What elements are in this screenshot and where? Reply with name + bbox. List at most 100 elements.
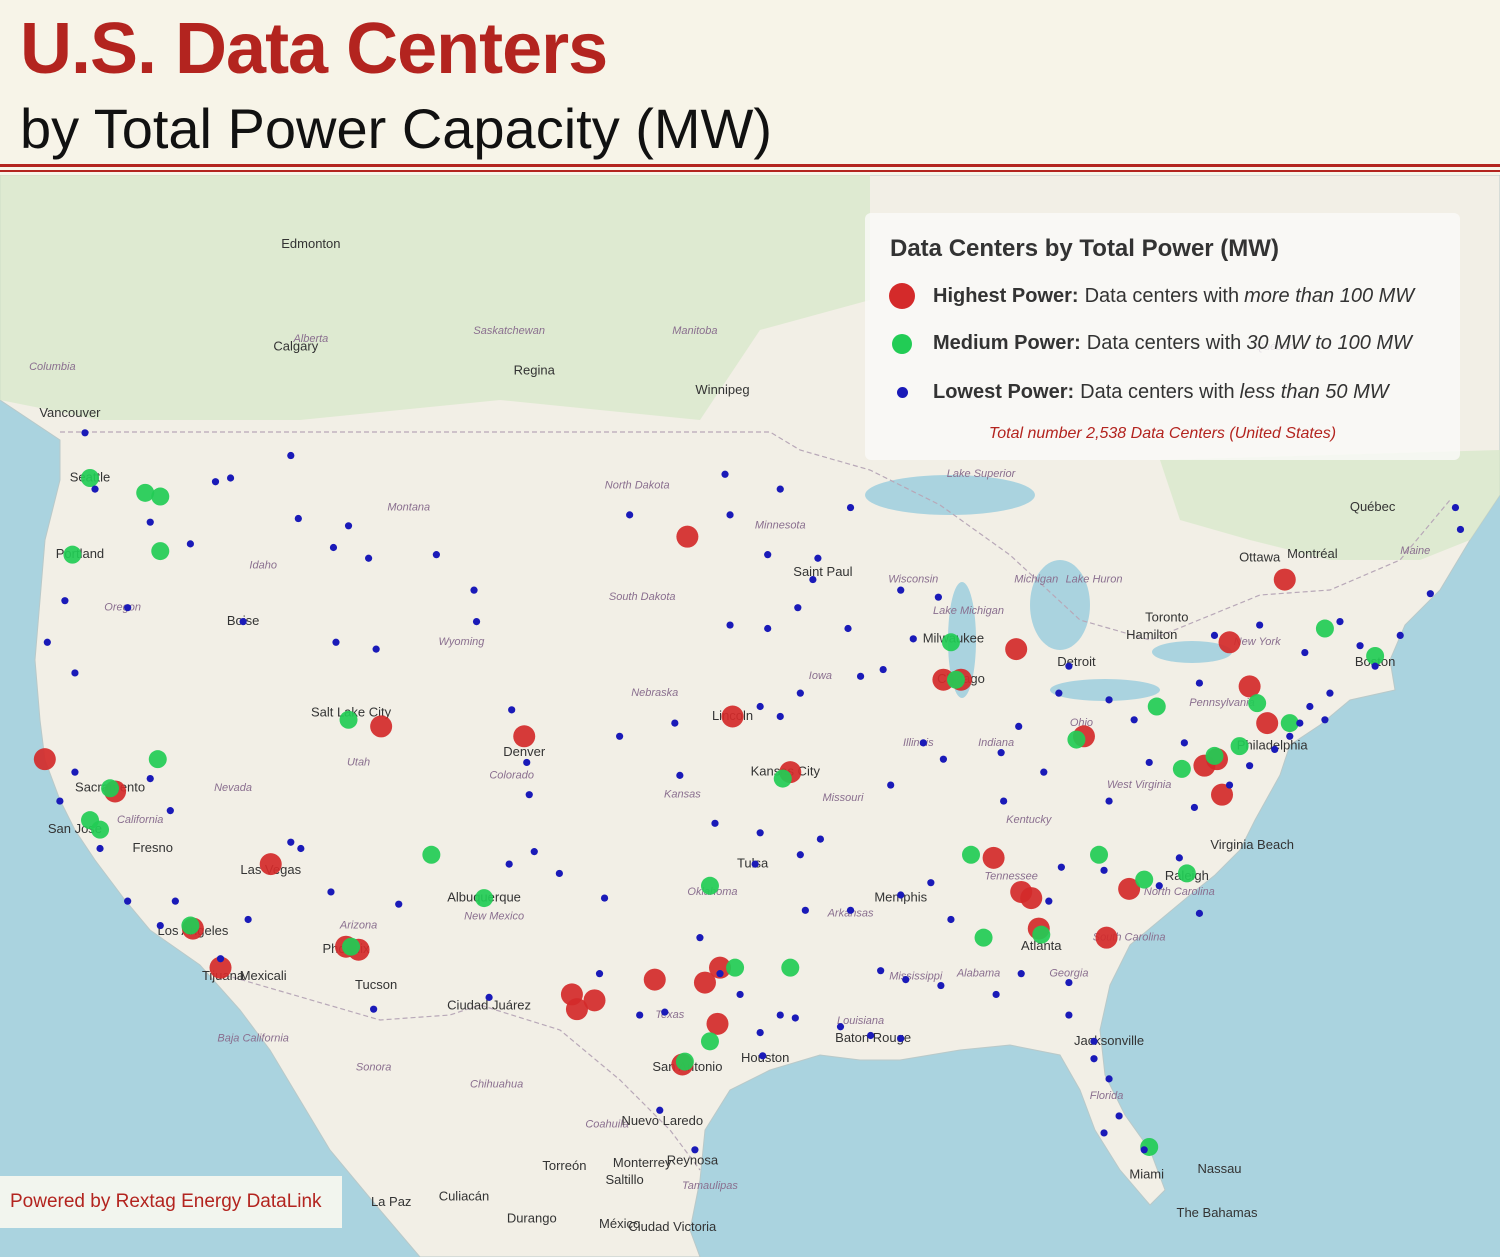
header-rule — [0, 164, 1500, 167]
city-label: Winnipeg — [695, 382, 749, 397]
lowest-marker — [992, 990, 1000, 999]
medium-marker — [422, 845, 441, 864]
lowest-marker — [1180, 739, 1188, 747]
lowest-marker — [226, 474, 235, 482]
city-label: Toronto — [1145, 610, 1188, 625]
medium-marker — [1248, 694, 1267, 713]
lowest-marker — [344, 522, 353, 530]
lowest-marker — [244, 915, 252, 924]
lowest-marker — [370, 1005, 378, 1013]
highest-marker — [1256, 712, 1279, 735]
lowest-marker — [432, 551, 440, 559]
city-label: Mexicali — [240, 968, 287, 983]
lowest-marker — [626, 511, 634, 519]
city-label: Atlanta — [1021, 938, 1062, 953]
lowest-marker — [856, 672, 865, 680]
region-label: Florida — [1090, 1090, 1124, 1102]
lowest-marker — [1286, 732, 1294, 740]
legend-label: Highest Power: — [933, 284, 1079, 307]
legend-label: Medium Power: — [933, 332, 1081, 354]
legend-swatch-holder — [887, 283, 917, 309]
lowest-marker — [1065, 978, 1073, 987]
region-label: Michigan — [1014, 573, 1058, 585]
region-label: Lake Michigan — [933, 605, 1004, 617]
lowest-marker — [71, 669, 79, 677]
region-label: South Dakota — [609, 591, 676, 603]
region-label: Texas — [655, 1009, 684, 1021]
lowest-marker — [897, 891, 905, 899]
medium-marker — [675, 1052, 694, 1071]
lowest-marker — [61, 597, 69, 605]
region-label: Alberta — [292, 333, 328, 345]
city-label: Hamilton — [1126, 627, 1177, 642]
quebec-green — [1160, 450, 1500, 560]
medium-marker — [700, 1032, 719, 1051]
lowest-marker — [505, 860, 513, 868]
lowest-marker — [600, 894, 609, 902]
medium-marker — [81, 469, 99, 487]
highest-marker — [1005, 638, 1028, 661]
medium-marker — [1366, 646, 1385, 665]
lowest-marker — [656, 1106, 664, 1114]
lowest-marker — [1015, 722, 1023, 731]
legend-note: Total number 2,538 Data Centers (United … — [988, 425, 1337, 442]
medium-marker — [700, 876, 719, 895]
lowest-marker — [595, 970, 604, 978]
region-label: Wisconsin — [888, 573, 938, 585]
lowest-marker — [1336, 617, 1344, 626]
border — [60, 431, 1451, 641]
medium-marker — [773, 769, 792, 788]
medium-marker — [1205, 746, 1224, 765]
medium-marker — [1177, 864, 1196, 883]
lowest-marker — [71, 768, 79, 776]
region-label: Georgia — [1049, 968, 1088, 980]
lowest-marker — [156, 921, 164, 930]
lowest-marker — [372, 645, 380, 653]
lowest-marker — [1195, 909, 1204, 917]
lowest-marker — [171, 897, 179, 905]
lowest-marker — [711, 819, 719, 827]
lowest-marker — [751, 860, 759, 868]
lowest-marker — [696, 934, 704, 942]
lowest-marker — [1306, 702, 1314, 711]
region-label: Idaho — [249, 559, 277, 571]
lowest-marker — [1356, 642, 1364, 650]
lowest-marker — [470, 586, 478, 594]
lowest-marker — [756, 829, 764, 837]
lowest-marker — [555, 869, 563, 878]
city-label: Nuevo Laredo — [621, 1113, 703, 1128]
lowest-marker — [297, 844, 305, 853]
lowest-marker — [902, 976, 910, 984]
lowest-marker — [791, 1014, 799, 1022]
lowest-marker — [1246, 762, 1254, 770]
highest-marker — [1211, 783, 1234, 806]
city-label: Reynosa — [667, 1152, 719, 1167]
region-label: Mississippi — [889, 971, 943, 983]
lowest-marker — [1017, 970, 1025, 978]
medium-marker — [151, 487, 170, 506]
city-label: Saltillo — [605, 1172, 643, 1187]
legend-item: Lowest Power: Data centers with less than … — [887, 381, 1389, 404]
city-label: Philadelphia — [1237, 738, 1309, 753]
lowest-marker — [1145, 758, 1153, 767]
lowest-marker — [756, 1028, 764, 1037]
lowest-marker — [814, 554, 822, 562]
lowest-marker — [1451, 503, 1460, 512]
highest-marker — [1095, 926, 1118, 949]
region-label: Iowa — [809, 670, 832, 682]
region-label: Colorado — [489, 769, 534, 781]
legend-item: Medium Power: Data centers with 30 MW to 1… — [887, 332, 1412, 355]
city-label: La Paz — [371, 1194, 411, 1209]
region-label: Coahuila — [585, 1118, 628, 1130]
medium-marker — [1280, 714, 1299, 733]
lowest-marker — [81, 429, 89, 437]
region-label: Nevada — [214, 782, 252, 794]
city-label: Vancouver — [39, 405, 101, 420]
lowest-marker — [997, 749, 1005, 757]
lowest-marker — [1301, 648, 1309, 657]
lowest-marker — [1371, 662, 1379, 670]
region-label: Columbia — [29, 361, 75, 373]
region-label: North Dakota — [605, 479, 670, 491]
lowest-marker — [879, 665, 887, 674]
